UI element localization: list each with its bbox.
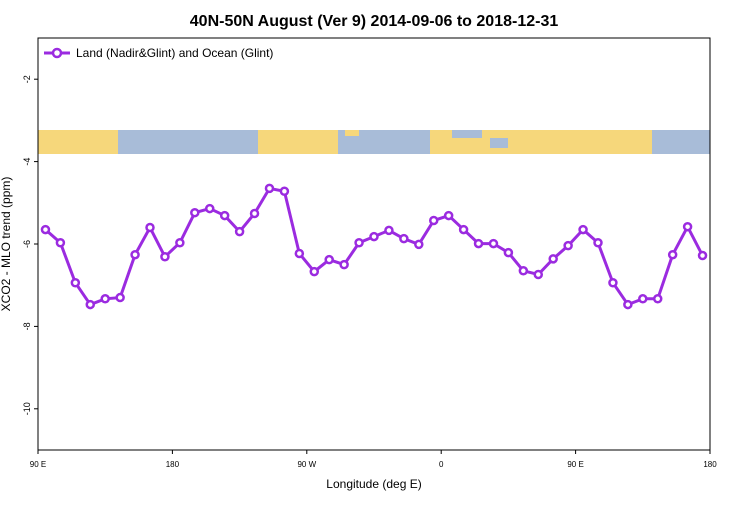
data-point (324, 254, 334, 265)
data-point (443, 210, 454, 221)
x-tick-label: 180 (166, 460, 180, 469)
data-point (384, 225, 394, 236)
y-axis-label: XCO2 - MLO trend (ppm) (0, 177, 13, 312)
data-point (264, 183, 275, 194)
data-point (667, 249, 678, 260)
legend-label: Land (Nadir&Glint) and Ocean (Glint) (76, 46, 273, 60)
data-point (414, 239, 424, 250)
data-point (55, 238, 66, 248)
data-point (593, 238, 603, 248)
y-tick-label: -8 (22, 322, 32, 330)
data-point (309, 266, 320, 277)
data-point (518, 266, 529, 276)
data-point (399, 233, 409, 244)
data-point (369, 231, 379, 242)
data-point (234, 226, 245, 237)
data-point (563, 240, 573, 251)
data-point (682, 221, 693, 232)
x-tick-label: 90 W (297, 460, 316, 469)
x-tick-label: 180 (703, 460, 717, 469)
data-point (70, 277, 81, 288)
map-strip (38, 130, 710, 154)
data-point (279, 186, 290, 197)
data-point (130, 249, 140, 260)
data-point (145, 222, 155, 233)
data-point (548, 254, 558, 264)
data-point (339, 259, 349, 270)
data-point (503, 247, 514, 258)
data-point (115, 292, 125, 303)
data-point (175, 238, 185, 248)
data-point (638, 294, 648, 304)
data-point (473, 238, 484, 249)
data-point (219, 210, 230, 221)
data-point (249, 208, 260, 219)
data-point (608, 277, 618, 288)
data-point (697, 250, 708, 261)
data-point (428, 215, 439, 226)
data-point (533, 269, 544, 280)
plot-frame (37, 37, 711, 451)
x-tick-label: 0 (439, 460, 444, 469)
data-point (488, 238, 499, 249)
y-tick-label: -10 (22, 402, 32, 415)
y-tick-label: -6 (22, 240, 32, 248)
legend-marker (51, 47, 63, 59)
data-point (85, 299, 96, 310)
chart-title: 40N-50N August (Ver 9) 2014-09-06 to 201… (190, 13, 559, 30)
data-point (354, 238, 364, 248)
data-point (623, 299, 633, 310)
y-tick-label: -2 (22, 75, 32, 83)
data-point (294, 248, 305, 259)
data-point (40, 224, 51, 235)
data-point (204, 203, 215, 214)
data-point (652, 294, 663, 304)
data-point (458, 224, 469, 235)
data-point (190, 207, 200, 218)
x-tick-label: 90 E (567, 460, 583, 469)
data-point (100, 294, 110, 304)
series-line (44, 186, 704, 307)
data-point (578, 224, 588, 235)
y-tick-label: -4 (22, 158, 32, 166)
x-tick-label: 90 E (30, 460, 46, 469)
data-point (160, 252, 170, 262)
x-axis-label: Longitude (deg E) (326, 477, 421, 491)
